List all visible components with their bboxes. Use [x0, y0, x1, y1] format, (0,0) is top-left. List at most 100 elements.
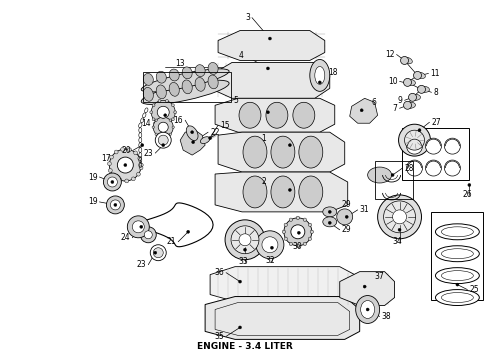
Circle shape [282, 230, 286, 234]
Circle shape [144, 231, 152, 239]
Text: 28: 28 [405, 163, 414, 172]
Ellipse shape [169, 82, 179, 96]
Circle shape [140, 225, 143, 228]
Ellipse shape [323, 207, 337, 217]
Circle shape [166, 99, 169, 102]
Ellipse shape [208, 63, 218, 75]
Circle shape [169, 133, 171, 135]
Ellipse shape [441, 227, 473, 237]
Text: 20: 20 [122, 145, 131, 154]
Circle shape [155, 119, 157, 121]
Circle shape [239, 326, 242, 329]
Ellipse shape [158, 135, 168, 145]
Ellipse shape [407, 160, 422, 176]
Circle shape [157, 106, 169, 118]
Circle shape [456, 283, 459, 286]
Text: 4: 4 [238, 51, 243, 60]
Text: 23: 23 [144, 149, 153, 158]
Circle shape [291, 225, 305, 239]
Polygon shape [210, 62, 330, 98]
Circle shape [138, 156, 142, 160]
Polygon shape [218, 132, 345, 172]
Text: 7: 7 [392, 104, 397, 113]
Text: 15: 15 [220, 121, 230, 130]
Circle shape [114, 203, 117, 206]
Circle shape [239, 280, 242, 283]
Ellipse shape [182, 80, 192, 94]
Ellipse shape [141, 80, 229, 104]
Text: 27: 27 [432, 118, 441, 127]
Ellipse shape [299, 136, 323, 168]
Ellipse shape [444, 160, 461, 176]
Circle shape [158, 122, 168, 132]
Ellipse shape [436, 246, 479, 262]
Ellipse shape [155, 132, 171, 148]
Circle shape [360, 109, 363, 112]
Circle shape [398, 124, 431, 156]
Circle shape [107, 162, 111, 166]
Ellipse shape [403, 57, 412, 64]
Ellipse shape [436, 289, 479, 306]
Circle shape [384, 201, 416, 233]
Ellipse shape [444, 138, 461, 154]
Circle shape [267, 67, 270, 70]
Circle shape [139, 163, 143, 167]
Ellipse shape [182, 67, 192, 79]
Ellipse shape [416, 72, 425, 78]
Circle shape [405, 130, 424, 150]
Ellipse shape [271, 136, 295, 168]
Circle shape [308, 223, 312, 226]
Text: 24: 24 [121, 233, 130, 242]
Ellipse shape [243, 136, 267, 168]
Polygon shape [215, 98, 335, 132]
Circle shape [108, 168, 112, 172]
Text: 35: 35 [214, 332, 224, 341]
Circle shape [112, 174, 116, 178]
Ellipse shape [143, 73, 153, 85]
Circle shape [209, 137, 212, 140]
Circle shape [239, 234, 251, 246]
Text: 18: 18 [328, 68, 337, 77]
Circle shape [118, 157, 133, 173]
Polygon shape [205, 297, 360, 339]
Text: 3: 3 [245, 13, 250, 22]
Ellipse shape [425, 138, 441, 154]
Circle shape [152, 118, 155, 121]
Circle shape [404, 78, 412, 86]
Text: 17: 17 [101, 154, 110, 163]
Ellipse shape [419, 86, 429, 93]
Circle shape [328, 221, 331, 224]
Text: 30: 30 [292, 242, 302, 251]
Ellipse shape [150, 245, 166, 261]
Circle shape [155, 133, 157, 135]
Circle shape [289, 242, 293, 246]
Circle shape [392, 210, 407, 224]
Circle shape [153, 117, 173, 137]
Circle shape [141, 144, 144, 147]
Circle shape [366, 308, 369, 311]
Circle shape [166, 122, 169, 125]
Circle shape [187, 230, 190, 233]
Ellipse shape [361, 301, 375, 319]
Circle shape [118, 178, 122, 182]
Ellipse shape [356, 296, 380, 323]
Text: 32: 32 [265, 256, 275, 265]
Ellipse shape [156, 85, 166, 99]
Circle shape [103, 173, 122, 191]
Circle shape [150, 111, 153, 114]
Ellipse shape [441, 293, 473, 302]
Text: 12: 12 [385, 50, 394, 59]
Polygon shape [210, 267, 355, 302]
Circle shape [158, 122, 161, 125]
Text: 37: 37 [375, 272, 384, 281]
Circle shape [139, 166, 143, 170]
Polygon shape [340, 272, 394, 306]
Text: 19: 19 [88, 197, 98, 206]
Text: ENGINE - 3.4 LITER: ENGINE - 3.4 LITER [197, 342, 293, 351]
Ellipse shape [323, 217, 337, 227]
Circle shape [107, 177, 118, 187]
Circle shape [121, 148, 124, 151]
Circle shape [337, 209, 353, 225]
Ellipse shape [200, 137, 210, 144]
Text: 2: 2 [261, 177, 266, 186]
